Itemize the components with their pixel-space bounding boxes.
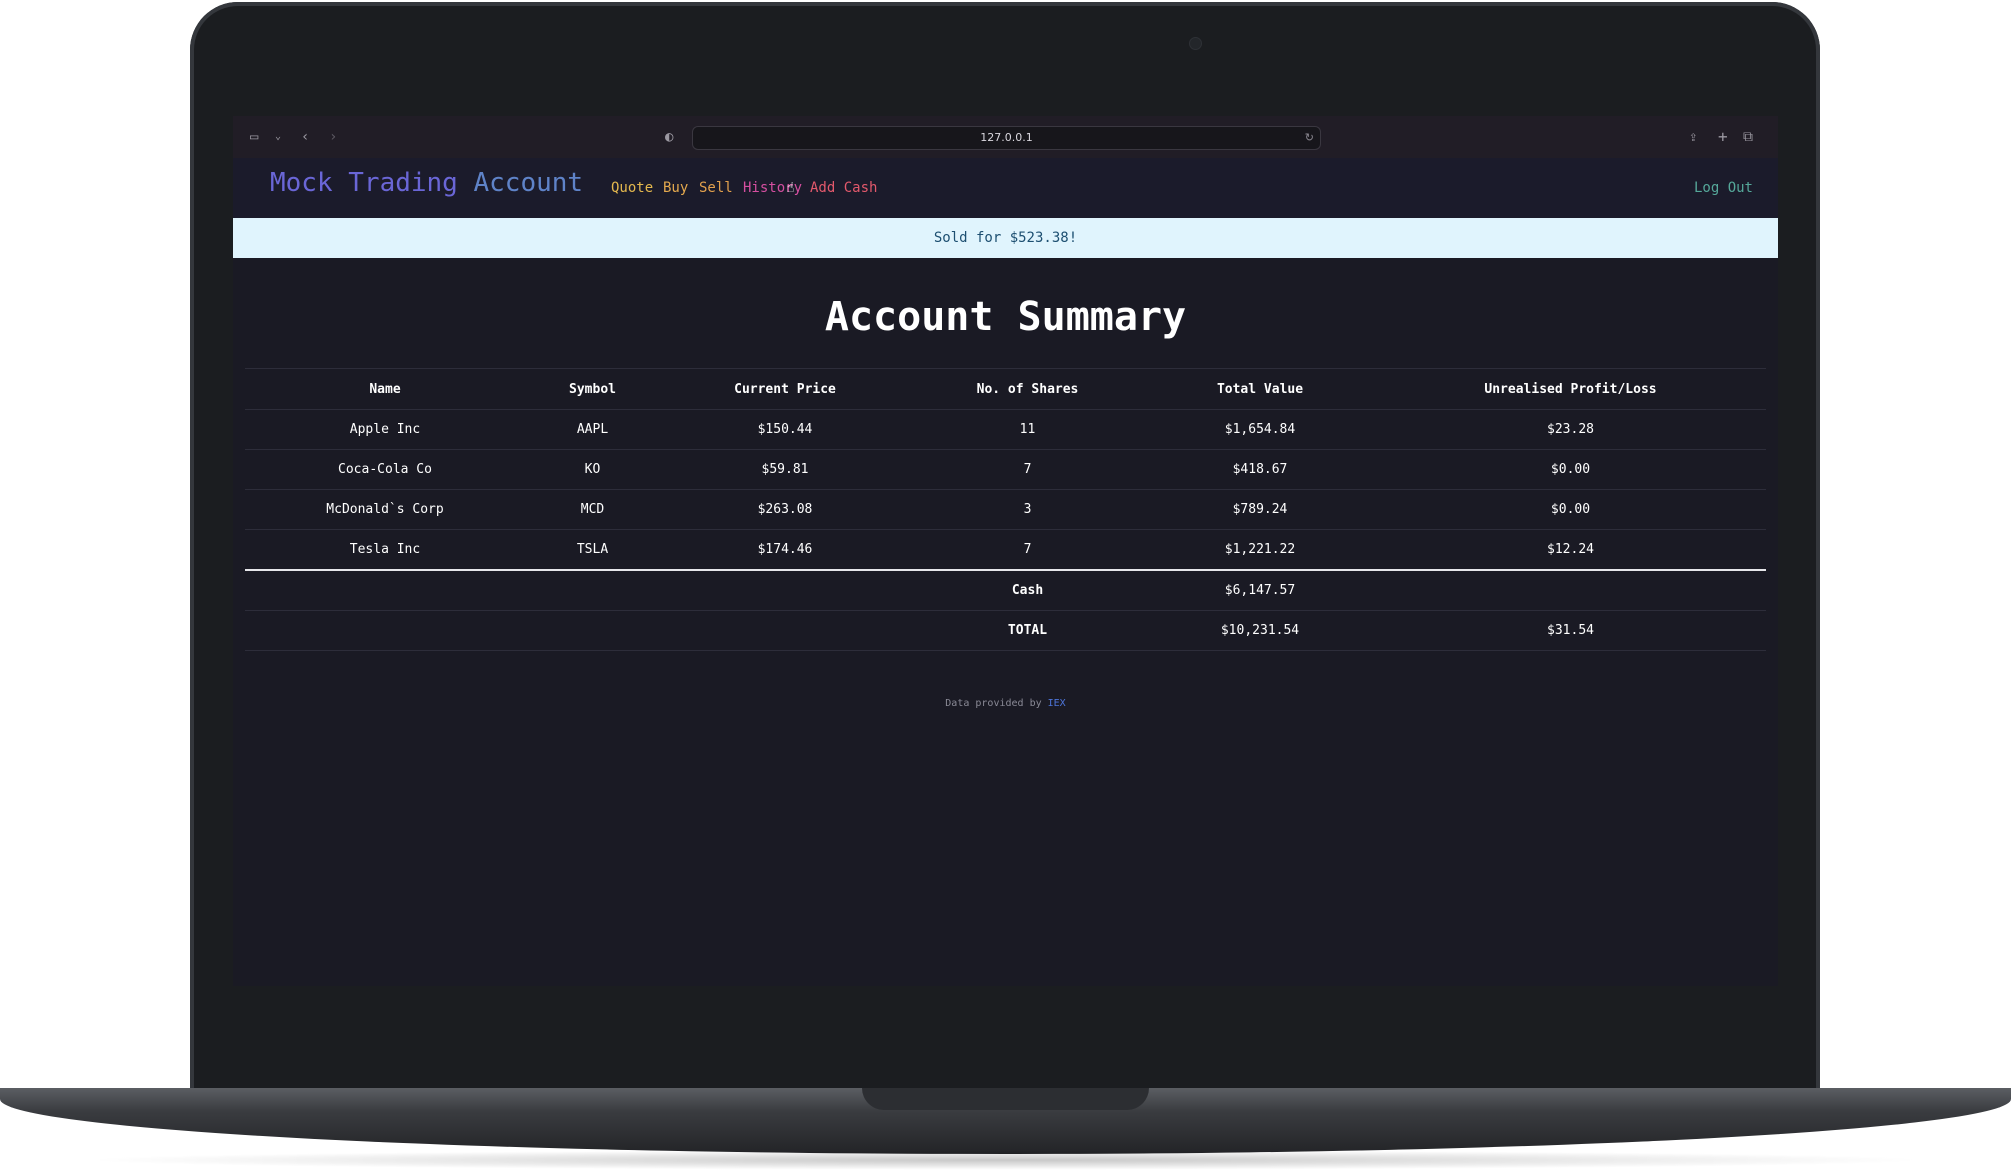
empty-cell [525,610,660,651]
cell-total-value: $789.24 [1145,489,1375,530]
brand-logo[interactable]: Mock Trading Account [270,168,583,198]
table-row: McDonald`s Corp MCD $263.08 3 $789.24 $0… [245,489,1766,530]
cash-value: $6,147.57 [1145,570,1375,611]
cell-pnl: $0.00 [1375,449,1766,490]
cell-symbol: KO [525,449,660,490]
page-title: Account Summary [824,294,1187,340]
cell-name: McDonald`s Corp [245,489,525,530]
cash-label: Cash [910,570,1145,611]
cell-symbol: TSLA [525,529,660,571]
cell-total-value: $418.67 [1145,449,1375,490]
table-header-row: Name Symbol Current Price No. of Shares … [245,368,1766,410]
cell-symbol: MCD [525,489,660,530]
column-header-total-value: Total Value [1145,368,1375,410]
plus-icon[interactable]: + [1718,127,1728,146]
nav-link-add-cash[interactable]: Add Cash [810,180,878,196]
laptop-shadow [80,1150,1930,1170]
url-text: 127.0.0.1 [980,131,1033,144]
nav-link-buy[interactable]: Buy [663,180,689,196]
cell-pnl: $23.28 [1375,409,1766,450]
nav-link-quote[interactable]: Quote [611,180,654,196]
camera-icon [1189,37,1202,50]
reload-icon[interactable]: ↻ [1304,131,1314,144]
cell-total-value: $1,221.22 [1145,529,1375,571]
cell-shares: 7 [910,529,1145,571]
cell-name: Coca-Cola Co [245,449,525,490]
cell-symbol: AAPL [525,409,660,450]
cell-name: Apple Inc [245,409,525,450]
brand-text-part2: Account [473,168,584,198]
portfolio-table: Name Symbol Current Price No. of Shares … [245,368,1766,651]
alert-message: Sold for $523.38! [933,230,1078,246]
laptop-notch [862,1088,1149,1110]
address-bar[interactable]: 127.0.0.1 ↻ [692,126,1321,150]
column-header-shares: No. of Shares [910,368,1145,410]
iex-link[interactable]: IEX [1047,698,1066,709]
cell-total-value: $1,654.84 [1145,409,1375,450]
cell-shares: 3 [910,489,1145,530]
footer-text: Data provided by [945,698,1048,709]
tabs-icon[interactable]: ⧉ [1743,129,1753,145]
cell-pnl: $12.24 [1375,529,1766,571]
nav-link-sell[interactable]: Sell [699,180,733,196]
empty-cell [660,570,910,611]
cell-price: $150.44 [660,409,910,450]
column-header-current-price: Current Price [660,368,910,410]
table-row: Tesla Inc TSLA $174.46 7 $1,221.22 $12.2… [245,529,1766,571]
table-row: Coca-Cola Co KO $59.81 7 $418.67 $0.00 [245,449,1766,490]
logout-link[interactable]: Log Out [1693,180,1753,196]
mouse-cursor-icon: ☝ [786,180,795,196]
cell-price: $174.46 [660,529,910,571]
cell-price: $59.81 [660,449,910,490]
cell-shares: 11 [910,409,1145,450]
total-label: TOTAL [910,610,1145,651]
brand-text-part1: Mock Trading [270,168,474,198]
column-header-symbol: Symbol [525,368,660,410]
empty-cell [1375,570,1766,611]
flash-alert: Sold for $523.38! [233,218,1778,258]
cell-shares: 7 [910,449,1145,490]
total-value: $10,231.54 [1145,610,1375,651]
chevron-right-icon[interactable]: › [329,129,338,145]
chevron-down-icon[interactable]: ⌄ [275,131,282,142]
cell-pnl: $0.00 [1375,489,1766,530]
shield-icon[interactable]: ◐ [665,129,674,145]
total-row: TOTAL $10,231.54 $31.54 [245,610,1766,651]
sidebar-icon[interactable]: ▭ [250,129,259,145]
browser-toolbar: ▭ ⌄ ‹ › ◐ 127.0.0.1 ↻ ⇪ + ⧉ [233,116,1778,159]
nav-link-history[interactable]: History [743,180,803,196]
column-header-name: Name [245,368,525,410]
empty-cell [660,610,910,651]
table-row: Apple Inc AAPL $150.44 11 $1,654.84 $23.… [245,409,1766,450]
chevron-left-icon[interactable]: ‹ [301,129,310,145]
share-icon[interactable]: ⇪ [1689,129,1698,145]
cash-row: Cash $6,147.57 [245,570,1766,611]
browser-window: ▭ ⌄ ‹ › ◐ 127.0.0.1 ↻ ⇪ + ⧉ Mock Trading… [233,116,1778,986]
total-pnl: $31.54 [1375,610,1766,651]
footer: Data provided by IEX [233,698,1778,709]
cell-price: $263.08 [660,489,910,530]
column-header-pnl: Unrealised Profit/Loss [1375,368,1766,410]
empty-cell [245,570,525,611]
app-navbar: Mock Trading Account Quote Buy Sell Hist… [233,158,1778,218]
cell-name: Tesla Inc [245,529,525,571]
empty-cell [245,610,525,651]
empty-cell [525,570,660,611]
